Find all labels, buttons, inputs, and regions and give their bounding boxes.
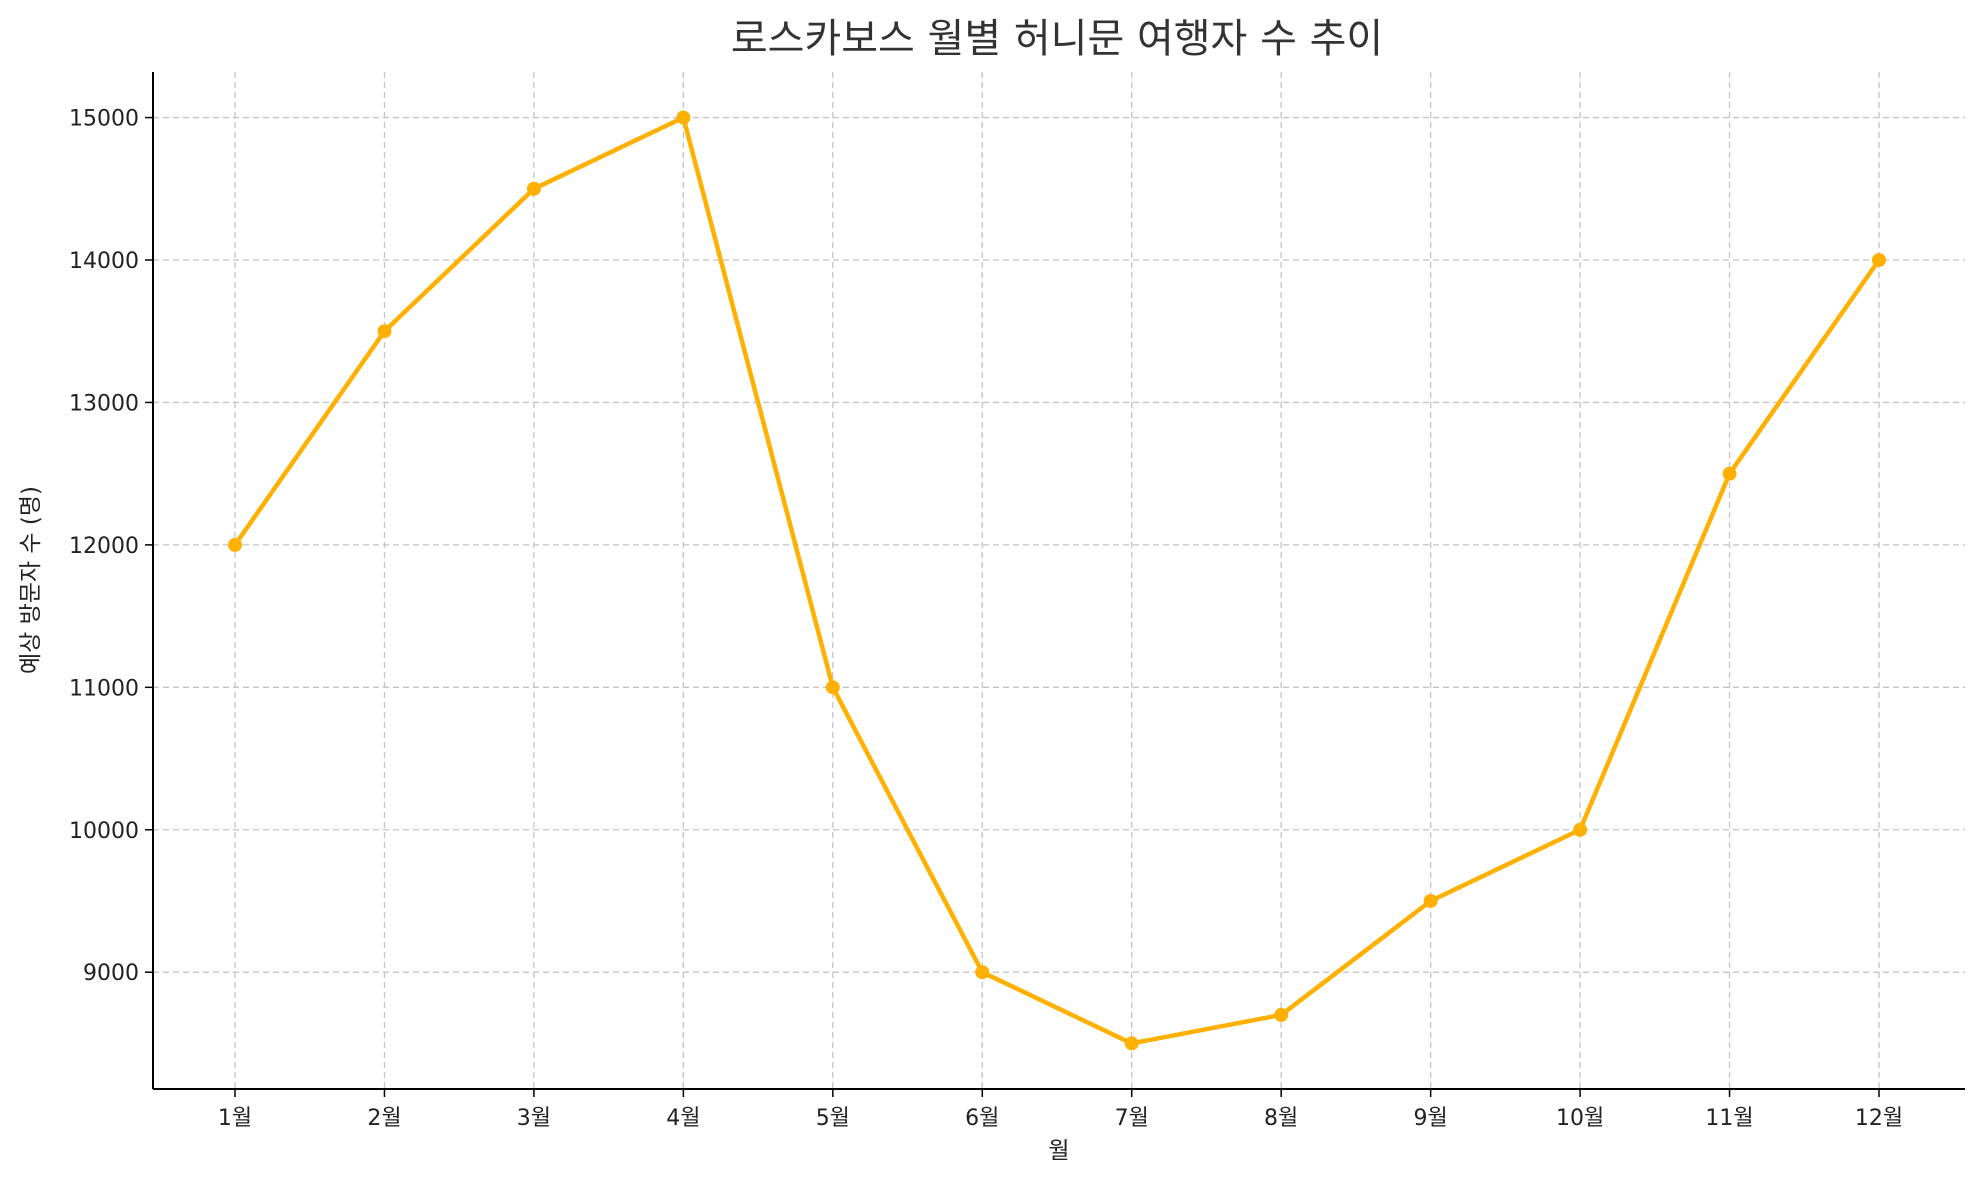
x-tick-label: 4월	[666, 1106, 700, 1131]
data-point	[825, 680, 840, 695]
data-point	[1573, 822, 1588, 837]
x-tick-label: 12월	[1855, 1106, 1903, 1131]
data-point	[1274, 1007, 1289, 1022]
y-axis-label: 예상 방문자 수 (명)	[18, 486, 44, 674]
x-tick-label: 10월	[1556, 1106, 1604, 1131]
data-point	[676, 110, 691, 125]
series	[228, 110, 1886, 1051]
x-tick-label: 2월	[367, 1106, 401, 1131]
x-tick-label: 7월	[1115, 1106, 1149, 1131]
x-tick-label: 9월	[1414, 1106, 1448, 1131]
series-line	[232, 115, 1882, 1046]
data-point	[228, 537, 242, 552]
y-tick-label: 10000	[69, 819, 139, 844]
x-axis-label: 월	[1048, 1138, 1069, 1164]
data-point	[377, 324, 392, 339]
chart-title: 로스카보스 월별 허니문 여행자 수 추이	[731, 16, 1383, 62]
y-tick-label: 14000	[69, 249, 139, 274]
x-tick-label: 8월	[1264, 1106, 1298, 1131]
data-point	[526, 181, 541, 196]
data-point	[1423, 893, 1438, 908]
axes	[152, 72, 1965, 1090]
x-tick-label: 5월	[816, 1106, 850, 1131]
y-ticks: 9000 10000 11000 12000 13000 14000 15000	[69, 107, 153, 986]
data-point	[975, 965, 990, 980]
data-point	[1722, 466, 1737, 481]
x-tick-label: 6월	[965, 1106, 999, 1131]
x-tick-label: 1월	[218, 1106, 252, 1131]
x-tick-label: 3월	[517, 1106, 551, 1131]
y-tick-label: 12000	[69, 534, 139, 559]
x-ticks: 1월 2월 3월 4월 5월 6월 7월 8월 9월 10월 11월 12월	[218, 1089, 1903, 1131]
data-point	[1872, 253, 1886, 268]
y-tick-label: 11000	[69, 676, 139, 701]
x-tick-label: 11월	[1705, 1106, 1753, 1131]
data-point	[1124, 1036, 1139, 1051]
grid-lines	[153, 72, 1965, 1089]
y-tick-label: 15000	[69, 107, 139, 132]
y-tick-label: 9000	[83, 961, 139, 986]
y-tick-label: 13000	[69, 391, 139, 416]
